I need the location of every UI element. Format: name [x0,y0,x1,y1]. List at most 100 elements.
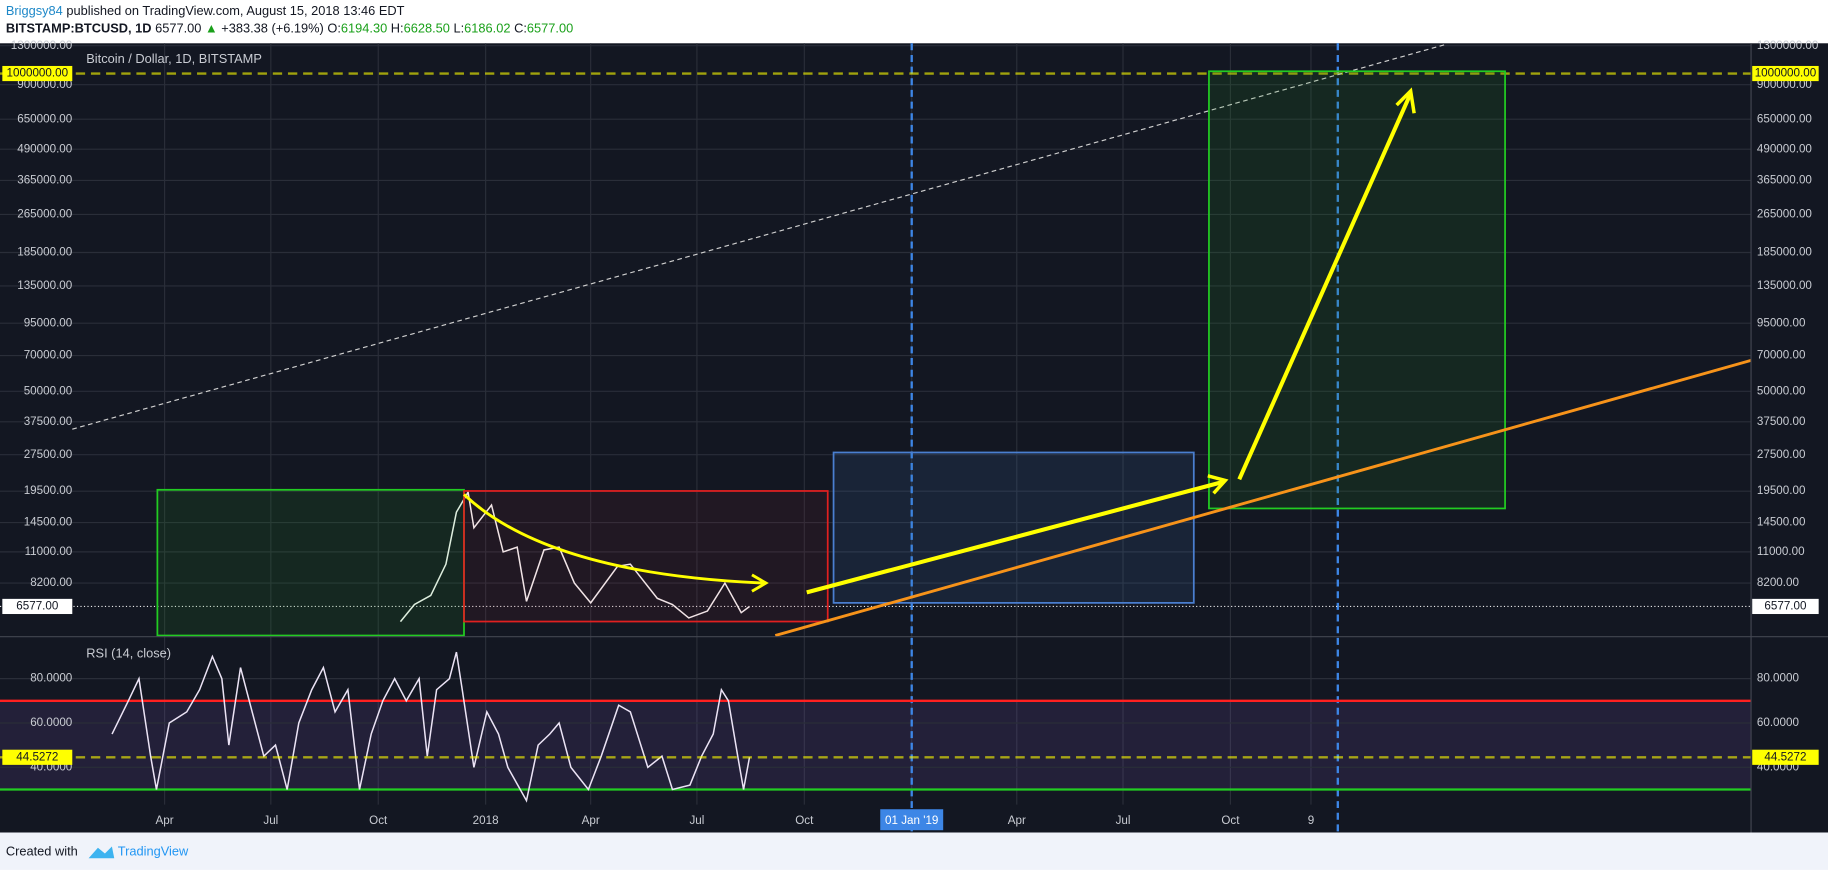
pane-title: RSI (14, close) [86,646,171,661]
y-tick-label: 37500.00 [1757,415,1806,428]
y-tick-label: 14500.00 [1757,516,1806,529]
arrow [1237,92,1413,481]
arrow-head [1395,87,1416,114]
y-tick-label: 265000.00 [17,207,73,220]
marker-label: 6577.00 [1764,600,1807,613]
x-tick-label: 2018 [473,814,499,827]
arrow: ▲ [205,21,218,36]
x-tick-label: Apr [156,814,174,827]
y-tick-label: 60.0000 [30,716,73,729]
y-tick-label: 365000.00 [17,174,73,187]
y-tick-label: 70000.00 [24,349,73,362]
marker-box [2,749,73,765]
x-tick-label: Apr [1008,814,1026,827]
trend-line [774,358,1752,637]
box [832,451,1195,604]
close: 6577.00 [527,21,573,36]
header-line-1: Briggsy84 published on TradingView.com, … [6,3,405,18]
high-label: H: [391,21,404,36]
grid-layer [0,43,1752,805]
y-tick-label: 60.0000 [1757,716,1800,729]
change: +383.38 (+6.19%) [221,21,324,36]
y-tick-label: 490000.00 [17,142,73,155]
footer-brand[interactable]: TradingView [118,844,189,859]
y-tick-label: 8200.00 [1757,576,1800,589]
low-label: L: [453,21,464,36]
logo [88,846,115,859]
close-label: C: [514,21,527,36]
y-tick-label: 265000.00 [1757,207,1813,220]
y-tick-label: 50000.00 [24,384,73,397]
last: 6577.00 [155,21,201,36]
y-tick-label: 185000.00 [17,246,73,259]
footer-created: Created with [6,844,78,859]
y-tick-label: 27500.00 [1757,448,1806,461]
marker-layer: Apr Jul Oct 2018 Apr Jul Oct 01 Jan '19 Apr Jul Oc… [2,39,1819,831]
y-tick-label: 1300000.00 [1757,39,1819,52]
y-tick-label: 135000.00 [1757,279,1813,292]
marker-box [1752,749,1819,765]
y-tick-label: 1300000.00 [11,39,73,52]
y-tick-label: 95000.00 [24,316,73,329]
marker-box [2,598,73,615]
marker-label: 44.5272 [16,750,58,763]
y-tick-label: 650000.00 [17,112,73,125]
y-tick-label: 11000.00 [25,545,73,558]
y-tick-label: 70000.00 [1757,349,1806,362]
high: 6628.50 [404,21,450,36]
x-tick-label: Oct [1221,814,1240,827]
marker-label: 1000000.00 [7,67,69,80]
published: published on TradingView.com, August 15,… [66,3,404,18]
y-tick-label: 650000.00 [1757,112,1813,125]
arrow-head [1207,474,1229,495]
x-tick-highlight [880,809,944,831]
y-tick-label: 490000.00 [1757,142,1813,155]
y-tick-label: 80.0000 [30,672,73,685]
y-tick-label: 11000.00 [1757,545,1805,558]
box [156,488,465,637]
price-line [399,490,750,623]
marker-label: 44.5272 [1764,750,1806,763]
symbol: BITSTAMP:BTCUSD, 1D [6,21,152,36]
x-tick-label: Jul [263,814,278,827]
low: 6186.02 [464,21,510,36]
x-tick-label: Apr [582,814,600,827]
x-tick-label: Jul [689,814,704,827]
trend-line [72,43,1446,430]
curve-arrow [462,493,764,585]
level-band [0,700,1752,790]
arrow-head [751,573,769,593]
y-tick-label: 365000.00 [1757,174,1813,187]
y-tick-label: 14500.00 [24,516,73,529]
author[interactable]: Briggsy84 [6,3,63,18]
y-tick-label: 95000.00 [1757,316,1806,329]
marker-label: 1000000.00 [1755,67,1817,80]
footer-bg [0,832,1828,870]
y-tick-label: 80.0000 [1757,672,1800,685]
pane-title: Bitcoin / Dollar, 1D, BITSTAMP [86,51,262,66]
marker-box [1752,65,1819,82]
y-tick-label: 27500.00 [24,448,73,461]
marker-label: 6577.00 [16,600,59,613]
drawings [72,43,1752,637]
y-tick-label: 50000.00 [1757,384,1806,397]
header-bg [0,0,1828,44]
open-label: O: [327,21,341,36]
y-tick-label: 37500.00 [24,415,73,428]
y-tick-label: 19500.00 [1757,484,1806,497]
arrow [806,479,1225,595]
x-tick-label: Oct [369,814,388,827]
marker-box [1752,598,1819,615]
y-tick-label: 19500.00 [24,484,73,497]
series-layer [0,43,1752,833]
x-tick-label: Oct [795,814,814,827]
x-tick-label: 01 Jan '19 [885,814,938,827]
box [463,490,829,623]
x-tick-label: 9 [1308,814,1314,827]
y-tick-label: 8200.00 [30,576,73,589]
y-tick-label: 135000.00 [17,279,73,292]
header-line-2: BITSTAMP:BTCUSD, 1D 6577.00 ▲ +383.38 (+… [6,21,573,36]
open: 6194.30 [341,21,387,36]
x-tick-label: Jul [1116,814,1131,827]
